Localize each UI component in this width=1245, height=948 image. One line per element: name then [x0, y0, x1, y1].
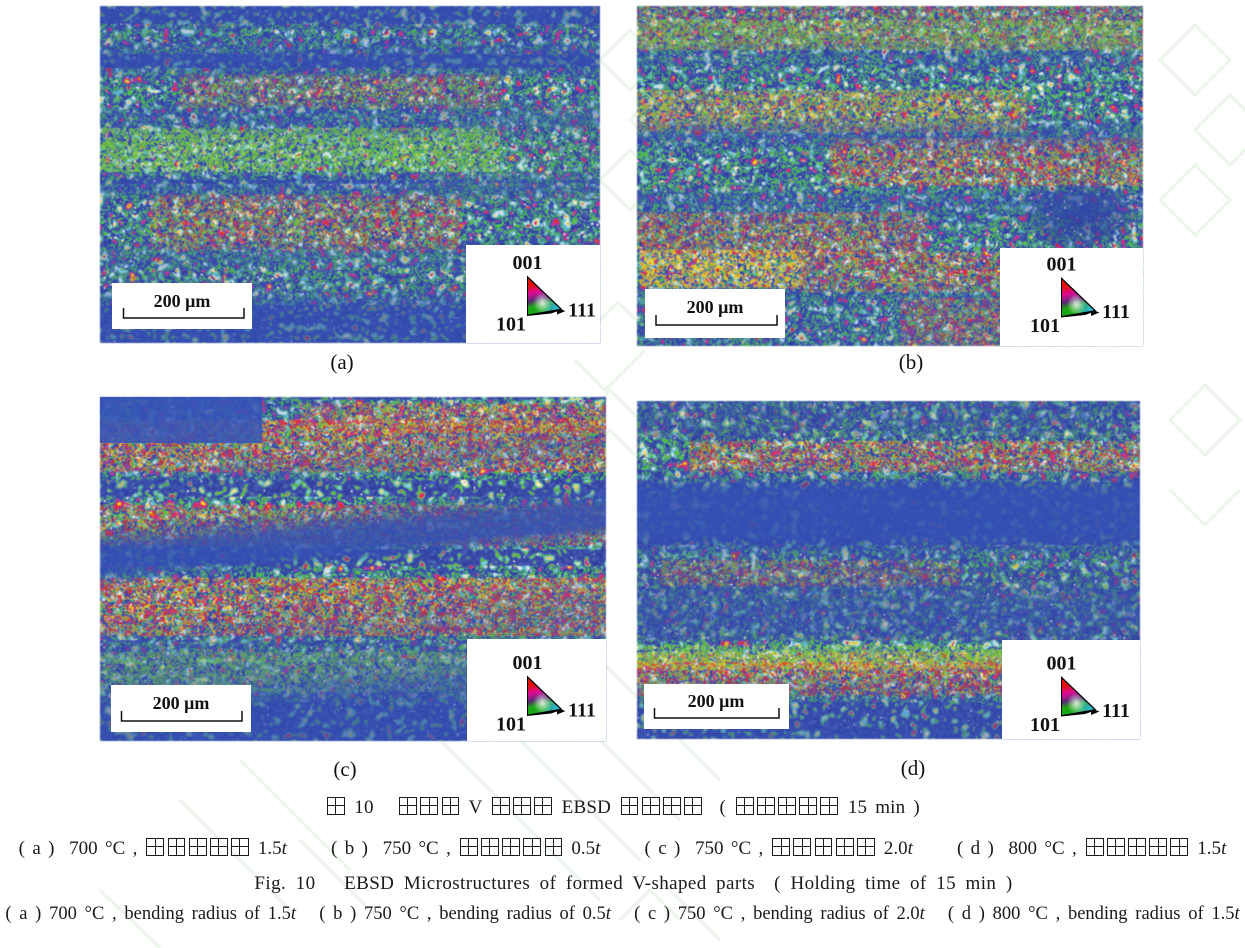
svg-text:(a): (a)	[330, 350, 353, 374]
svg-text:111: 111	[1102, 700, 1130, 722]
svg-text:001: 001	[1047, 254, 1077, 276]
svg-text:200 μm: 200 μm	[688, 691, 745, 711]
svg-text:101: 101	[1030, 714, 1060, 736]
svg-text:001: 001	[513, 652, 543, 674]
svg-text:001: 001	[513, 252, 543, 274]
svg-text:(d): (d)	[901, 756, 926, 780]
svg-text:111: 111	[1102, 301, 1130, 323]
svg-text:111: 111	[568, 700, 596, 722]
svg-text:200 μm: 200 μm	[154, 291, 211, 311]
svg-text:101: 101	[496, 714, 526, 736]
svg-text:001: 001	[1047, 653, 1077, 675]
svg-text:111: 111	[568, 300, 596, 322]
svg-text:101: 101	[496, 314, 526, 336]
svg-text:(c): (c)	[333, 757, 356, 781]
svg-text:200 μm: 200 μm	[687, 297, 744, 317]
svg-text:200 μm: 200 μm	[153, 693, 210, 713]
svg-text:(b): (b)	[899, 350, 924, 374]
svg-text:101: 101	[1030, 315, 1060, 337]
